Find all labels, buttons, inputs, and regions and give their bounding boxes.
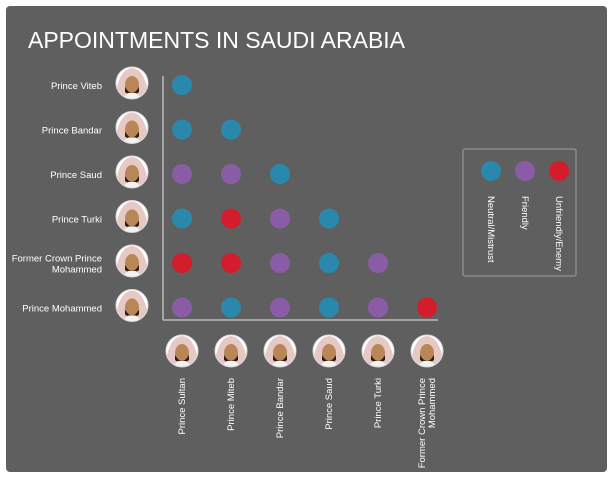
row-avatar-prince-viteb (115, 66, 149, 100)
column-label-prince-sultan: Prince Sultan (177, 378, 188, 435)
cell-prince-saud-prince-bandar (270, 164, 290, 184)
cell-prince-turki-prince-sultan (172, 208, 192, 229)
row-labels: Prince Viteb Prince Bandar Prince Saud Prin… (12, 81, 102, 315)
column-label-former-crown-prince-mohammed-line-2: Mohammed (427, 378, 438, 428)
cell-former-crown-prince-mohammed-prince-bandar (270, 253, 290, 273)
cell-prince-mohammed-prince-turki (368, 297, 388, 318)
cell-prince-bandar-prince-miteb (221, 119, 241, 140)
cell-prince-mohammed-prince-miteb (221, 297, 241, 318)
cell-prince-mohammed-former-crown-prince-mohammed (417, 297, 437, 318)
legend: Neutral/Mistrust Friendly Unfriendly/Enemy (462, 148, 577, 277)
cell-prince-saud-prince-sultan (172, 164, 192, 184)
cell-prince-turki-prince-saud (319, 208, 339, 229)
legend-swatch-neutral-mistrust (481, 161, 501, 181)
column-avatar-prince-bandar (263, 334, 297, 368)
row-avatar-prince-saud (115, 155, 149, 189)
chart-svg: APPOINTMENTS IN SAUDI ARABIA Prince Vite… (12, 27, 577, 468)
row-label-prince-bandar: Prince Bandar (42, 126, 102, 137)
column-avatars (165, 334, 444, 368)
chart-axes (162, 76, 438, 321)
cell-former-crown-prince-mohammed-prince-turki (368, 253, 388, 273)
column-avatar-prince-miteb (214, 334, 248, 368)
column-label-prince-miteb: Prince Miteb (226, 378, 237, 431)
cell-former-crown-prince-mohammed-prince-sultan (172, 253, 192, 273)
row-label-prince-mohammed: Prince Mohammed (22, 304, 102, 315)
row-label-prince-viteb: Prince Viteb (51, 81, 102, 92)
row-label-former-crown-prince-mohammed-line-1: Former Crown Prince (12, 254, 102, 265)
chart-card: APPOINTMENTS IN SAUDI ARABIA Prince Vite… (6, 6, 607, 472)
legend-swatch-friendly (515, 161, 535, 181)
cell-prince-saud-prince-miteb (221, 164, 241, 184)
column-label-prince-bandar: Prince Bandar (275, 378, 286, 438)
row-avatar-former-crown-prince-mohammed (115, 244, 149, 278)
column-avatar-prince-turki (361, 334, 395, 368)
cell-prince-turki-prince-bandar (270, 208, 290, 229)
chart-cells (172, 75, 437, 318)
chart-title: APPOINTMENTS IN SAUDI ARABIA (28, 27, 406, 53)
cell-prince-mohammed-prince-sultan (172, 297, 192, 318)
row-avatar-prince-bandar (115, 111, 149, 144)
row-avatar-prince-mohammed (115, 289, 149, 322)
legend-box (462, 148, 577, 277)
column-label-former-crown-prince-mohammed-line-1: Former Crown Prince (417, 378, 428, 468)
row-label-prince-saud: Prince Saud (50, 170, 102, 181)
legend-label-neutral-mistrust: Neutral/Mistrust (485, 196, 496, 263)
cell-former-crown-prince-mohammed-prince-miteb (221, 253, 241, 273)
legend-label-friendly: Friendly (519, 196, 530, 230)
column-avatar-prince-sultan (165, 334, 199, 368)
cell-prince-bandar-prince-sultan (172, 119, 192, 140)
cell-prince-turki-prince-miteb (221, 208, 241, 229)
cell-prince-mohammed-prince-bandar (270, 297, 290, 318)
column-labels: Prince Sultan Prince Miteb Prince Bandar Pr… (177, 378, 438, 468)
cell-prince-viteb-prince-sultan (172, 75, 192, 95)
legend-label-unfriendly-enemy: Unfriendly/Enemy (553, 196, 564, 271)
row-avatars (115, 66, 149, 322)
column-avatar-prince-saud (312, 334, 346, 368)
row-label-prince-turki: Prince Turki (52, 215, 102, 226)
legend-swatch-unfriendly-enemy (549, 161, 569, 181)
column-label-prince-turki: Prince Turki (373, 378, 384, 428)
column-avatar-former-crown-prince-mohammed (410, 334, 444, 368)
row-avatar-prince-turki (115, 200, 149, 233)
cell-prince-mohammed-prince-saud (319, 297, 339, 318)
column-label-prince-saud: Prince Saud (324, 378, 335, 430)
row-label-former-crown-prince-mohammed-line-2: Mohammed (52, 265, 102, 276)
cell-former-crown-prince-mohammed-prince-saud (319, 253, 339, 273)
